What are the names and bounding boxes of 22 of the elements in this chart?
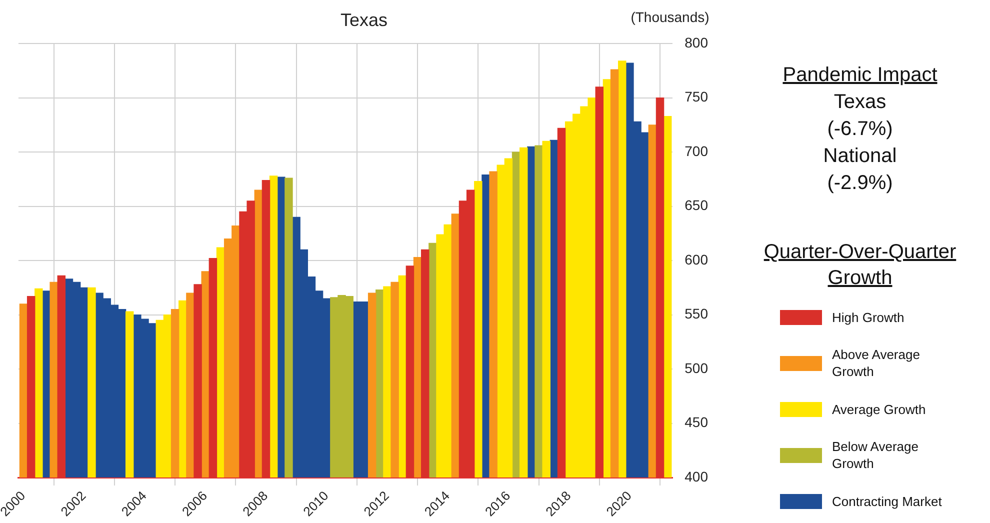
chart-title: Texas	[340, 10, 388, 30]
text: Pandemic Impact	[782, 63, 938, 88]
text: (-6.7%)	[826, 117, 894, 142]
y-tick-label: 600	[684, 251, 708, 268]
legend-label: High Growth	[832, 308, 904, 326]
y-tick-label: 450	[684, 414, 708, 430]
y-tick-label: 500	[684, 360, 708, 376]
text: National	[822, 144, 898, 169]
legend-label: Below Average Growth	[832, 438, 920, 472]
y-tick-label: 550	[684, 306, 708, 322]
y-tick-label: 400	[684, 468, 708, 484]
legend-label: Average Growth	[832, 400, 926, 418]
text: (-2.9%)	[826, 171, 894, 196]
legend-label: Contracting Market	[832, 492, 942, 510]
legend-title: Quarter-Over-Quarter Growth	[762, 240, 958, 291]
y-tick-label: 700	[684, 142, 708, 159]
legend-label: Above Average Growth	[832, 346, 921, 380]
y-tick-label: 800	[684, 34, 708, 50]
y-axis-title: (Thousands)	[630, 8, 710, 25]
y-tick-label: 650	[684, 197, 708, 214]
y-tick-label: 750	[684, 88, 708, 105]
text: Texas	[832, 90, 888, 115]
